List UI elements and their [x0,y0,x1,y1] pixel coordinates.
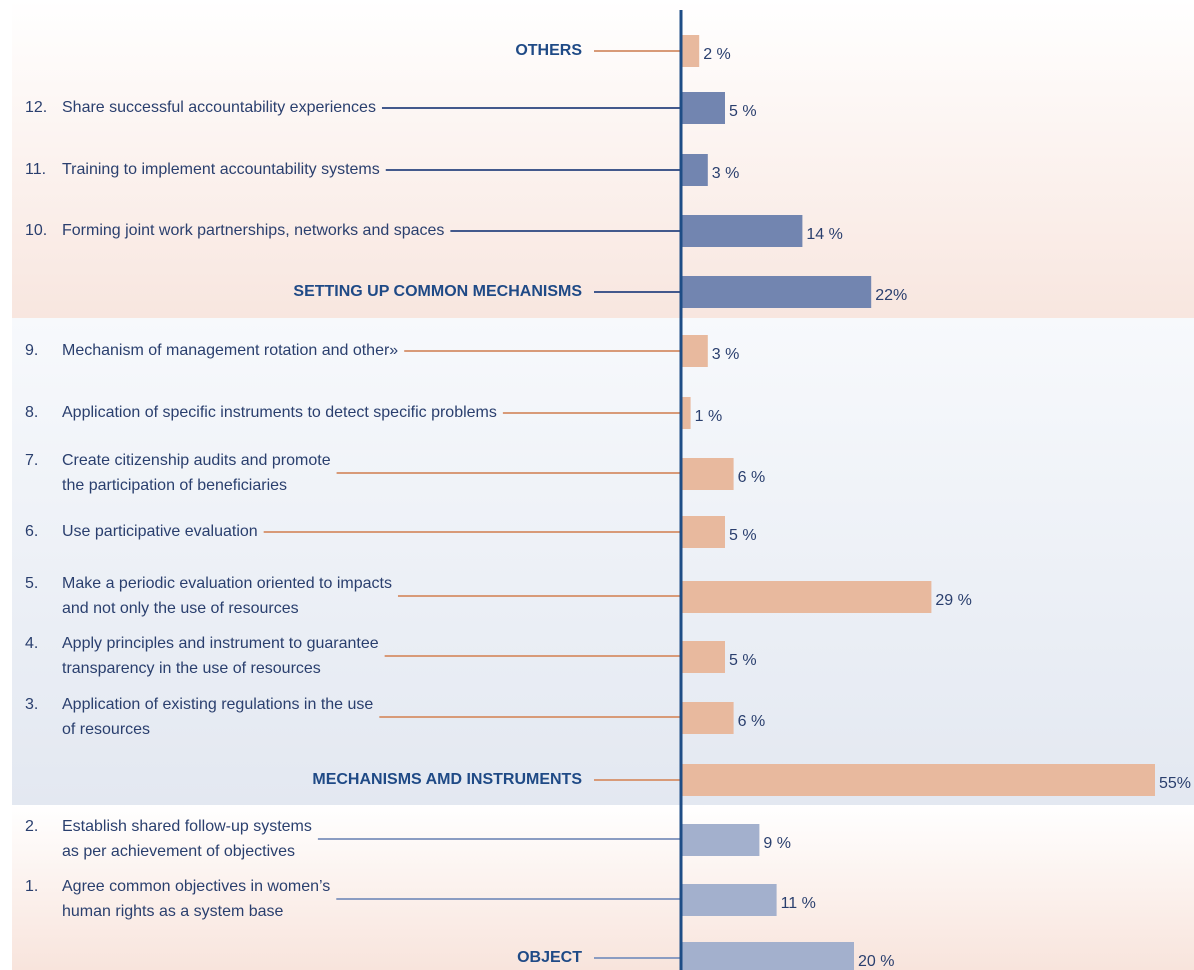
bar [682,824,760,856]
value-label: 5 % [729,527,757,544]
value-label: 5 % [729,652,757,669]
category-label: transparency in the use of resources [62,660,321,677]
band [12,805,1194,970]
value-label: 5 % [729,103,757,120]
category-number: 5. [25,575,38,592]
value-label: 14 % [806,226,842,243]
category-label: Share successful accountability experien… [62,99,376,116]
category-number: 10. [25,222,47,239]
category-label: Mechanism of management rotation and oth… [62,342,398,359]
category-number: 12. [25,99,47,116]
category-number: 7. [25,452,38,469]
bar [682,397,691,429]
bar [682,154,708,186]
category-number: 1. [25,878,38,895]
category-number: 9. [25,342,38,359]
bar [682,764,1155,796]
value-label: 11 % [781,895,816,912]
category-number: 6. [25,523,38,540]
value-label: 1 % [695,408,723,425]
category-label: OTHERS [515,42,582,59]
category-label: as per achievement of objectives [62,843,295,860]
category-label: Application of specific instruments to d… [62,404,497,421]
value-label: 3 % [712,346,740,363]
category-number: 3. [25,696,38,713]
category-label: Use participative evaluation [62,523,258,540]
bar [682,641,725,673]
bar [682,942,854,970]
category-number: 11. [25,161,46,178]
category-label: human rights as a system base [62,903,284,920]
category-label: Training to implement accountability sys… [62,161,380,178]
category-label: Forming joint work partnerships, network… [62,222,444,239]
category-number: 2. [25,818,38,835]
bar [682,92,725,124]
bar [682,215,803,247]
category-label: Agree common objectives in women’s [62,878,330,895]
value-label: 6 % [738,713,766,730]
category-label: Apply principles and instrument to guara… [62,635,379,652]
value-label: 29 % [935,592,971,609]
bar [682,516,725,548]
category-label: OBJECT [517,949,582,966]
bar [682,35,700,67]
category-number: 8. [25,404,38,421]
band [12,318,1194,805]
value-label: 22% [875,287,907,304]
category-label: Create citizenship audits and promote [62,452,331,469]
value-label: 3 % [712,165,740,182]
bar [682,581,932,613]
bar [682,335,708,367]
category-label: MECHANISMS AMD INSTRUMENTS [312,771,582,788]
category-label: SETTING UP COMMON MECHANISMS [293,283,582,300]
bar [682,884,777,916]
value-label: 2 % [703,46,731,63]
category-number: 4. [25,635,38,652]
value-label: 55% [1159,775,1191,792]
category-label: Establish shared follow-up systems [62,818,312,835]
category-label: the participation of beneficiaries [62,477,287,494]
value-label: 6 % [738,469,766,486]
category-label: Application of existing regulations in t… [62,696,373,713]
category-label: Make a periodic evaluation oriented to i… [62,575,392,592]
value-label: 20 % [858,953,894,970]
value-label: 9 % [763,835,791,852]
category-label: and not only the use of resources [62,600,299,617]
bar [682,276,872,308]
category-label: of resources [62,721,150,738]
bar [682,702,734,734]
bar [682,458,734,490]
band [12,0,1194,318]
